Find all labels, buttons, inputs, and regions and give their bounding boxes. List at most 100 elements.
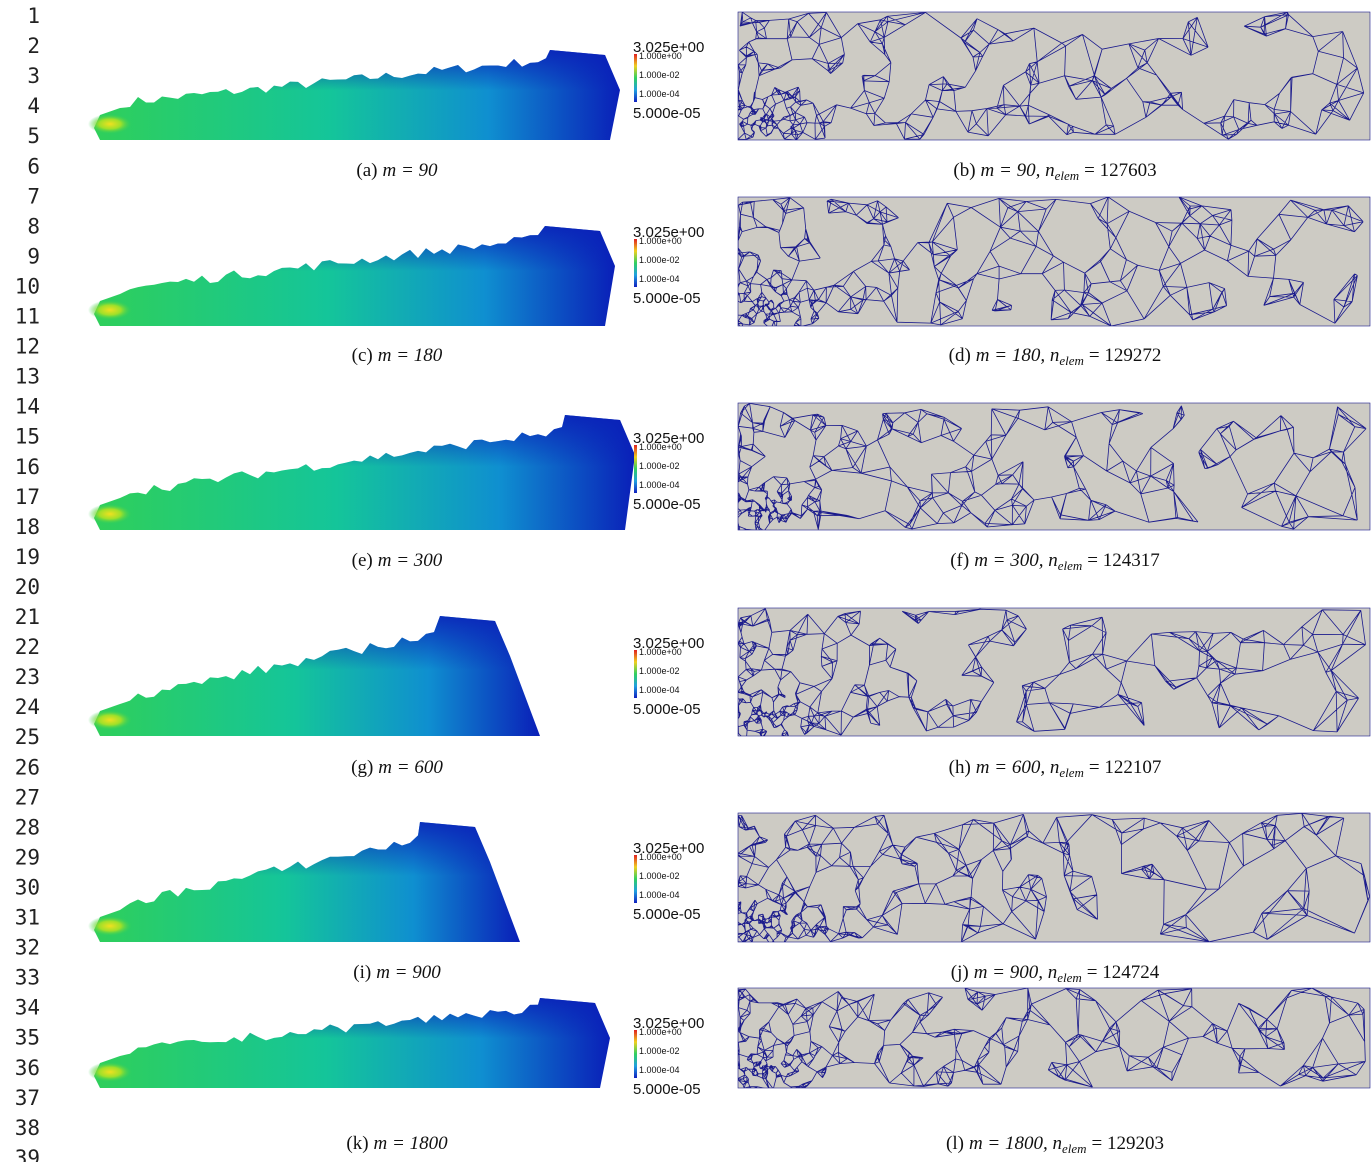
colorbar-tick: 1.000e-04 [639, 1065, 680, 1075]
line-number: 25 [15, 725, 40, 749]
plume-core [88, 710, 132, 730]
caption-math: m = 180, n [976, 345, 1060, 366]
line-number: 24 [15, 695, 40, 719]
caption-tag: (f) [950, 550, 969, 571]
line-number: 36 [15, 1056, 40, 1080]
colorbar-min: 5.000e-05 [633, 1081, 701, 1098]
caption-rest: = 124317 [1087, 550, 1159, 571]
plume-core [88, 114, 132, 134]
colorbar-tick: 1.000e-02 [639, 70, 680, 80]
caption-math: m = 900, n [974, 962, 1058, 983]
line-number: 23 [15, 665, 40, 689]
caption: (g)m = 600 [351, 757, 443, 778]
colorbar-tick: 1.000e+00 [639, 647, 682, 657]
line-number: 29 [15, 845, 40, 869]
line-number: 27 [15, 785, 40, 809]
caption: (l)m = 1800, nelem= 129203 [946, 1133, 1164, 1156]
caption: (e)m = 300 [352, 550, 443, 571]
line-number: 20 [15, 575, 40, 599]
caption-sub: elem [1062, 1141, 1087, 1156]
line-number: 12 [15, 335, 40, 359]
caption-sub: elem [1057, 970, 1082, 985]
line-number: 22 [15, 635, 40, 659]
colorbar-tick: 1.000e-02 [639, 461, 680, 471]
caption-math: m = 300 [378, 550, 443, 571]
caption-tag: (g) [351, 757, 373, 778]
plume-core [88, 300, 132, 320]
caption-tag: (e) [352, 550, 373, 571]
line-number: 18 [15, 515, 40, 539]
caption-sub: elem [1059, 765, 1084, 780]
line-number: 7 [27, 184, 40, 208]
caption-tag: (i) [353, 962, 371, 983]
line-number: 37 [15, 1086, 40, 1110]
line-number: 10 [15, 274, 40, 298]
caption-rest: = 122107 [1089, 757, 1161, 778]
caption-sub: elem [1055, 168, 1080, 183]
caption-math: m = 600, n [976, 757, 1060, 778]
caption-math: m = 600 [378, 757, 443, 778]
caption: (h)m = 600, nelem= 122107 [949, 757, 1162, 780]
colorbar-tick: 1.000e-02 [639, 1046, 680, 1056]
line-number: 21 [15, 605, 40, 629]
colorbar-tick: 1.000e+00 [639, 51, 682, 61]
colorbar-tick: 1.000e-02 [639, 255, 680, 265]
colorbar-tick: 1.000e-02 [639, 666, 680, 676]
line-number: 11 [15, 305, 40, 329]
line-number: 38 [15, 1116, 40, 1140]
caption-math: m = 180 [378, 345, 443, 366]
line-number: 30 [15, 875, 40, 899]
line-number: 39 [15, 1146, 40, 1162]
caption-tag: (d) [949, 345, 971, 366]
plume-shade [94, 415, 635, 530]
caption-rest: = 127603 [1084, 160, 1156, 181]
plume-shade [94, 616, 540, 736]
caption: (k)m = 1800 [346, 1133, 448, 1154]
colorbar-tick: 1.000e-04 [639, 89, 680, 99]
colorbar-min: 5.000e-05 [633, 496, 701, 513]
line-number: 5 [27, 124, 40, 148]
plume-shade [94, 998, 610, 1088]
colorbar [634, 239, 637, 287]
caption-sub: elem [1058, 558, 1083, 573]
colorbar-tick: 1.000e-04 [639, 480, 680, 490]
colorbar-min: 5.000e-05 [633, 906, 701, 923]
colorbar-tick: 1.000e-04 [639, 274, 680, 284]
line-number: 15 [15, 425, 40, 449]
line-number: 8 [27, 214, 40, 238]
line-number: 28 [15, 815, 40, 839]
plume-shade [94, 822, 520, 942]
colorbar-min: 5.000e-05 [633, 701, 701, 718]
line-number: 14 [15, 395, 40, 419]
caption: (i) m = 900 [353, 962, 441, 983]
figure-row: 3.025e+001.000e+001.000e-021.000e-045.00… [88, 403, 1370, 573]
plume-core [88, 916, 132, 936]
line-number: 32 [15, 936, 40, 960]
caption-tag: (k) [346, 1133, 368, 1154]
caption-tag: (j) [951, 962, 969, 983]
line-number: 35 [15, 1026, 40, 1050]
line-number: 4 [27, 94, 40, 118]
figure-row: 3.025e+001.000e+001.000e-021.000e-045.00… [88, 197, 1370, 368]
plume-shade [94, 226, 615, 326]
colorbar-min: 5.000e-05 [633, 105, 701, 122]
caption: (c)m = 180 [352, 345, 443, 366]
line-number: 19 [15, 545, 40, 569]
line-number: 16 [15, 455, 40, 479]
colorbar [634, 1030, 637, 1078]
caption-math: m = 900 [376, 962, 441, 983]
figure-row: 3.025e+001.000e+001.000e-021.000e-045.00… [88, 813, 1370, 985]
line-number: 33 [15, 966, 40, 990]
caption-tag: (a) [356, 160, 377, 181]
colorbar [634, 445, 637, 493]
line-number: 34 [15, 996, 40, 1020]
line-number: 9 [27, 244, 40, 268]
caption-math: m = 90, n [981, 160, 1055, 181]
colorbar-tick: 1.000e+00 [639, 442, 682, 452]
caption-rest: = 129272 [1089, 345, 1161, 366]
caption-math: m = 300, n [974, 550, 1058, 571]
line-number: 31 [15, 906, 40, 930]
colorbar-tick: 1.000e+00 [639, 852, 682, 862]
line-number: 17 [15, 485, 40, 509]
page: 1234567891011121314151617181920212223242… [0, 0, 1372, 1162]
